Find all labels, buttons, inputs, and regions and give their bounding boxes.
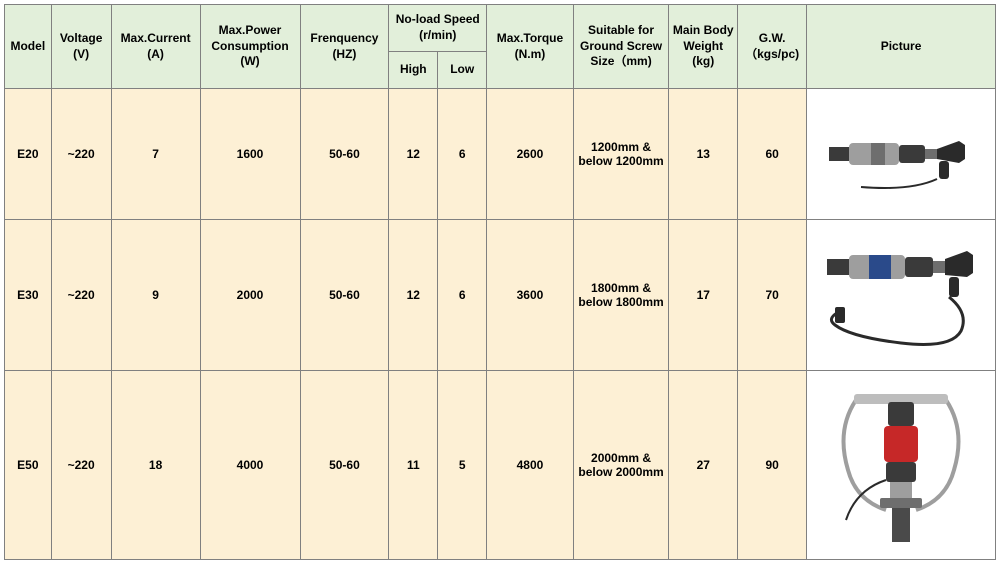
cell-model: E30: [5, 220, 52, 371]
col-maxpower: Max.Power Consumption (W): [200, 5, 300, 89]
tool-e50-icon: [826, 380, 976, 550]
cell-model: E50: [5, 371, 52, 560]
cell-low: 6: [438, 89, 487, 220]
col-suitable: Suitable for Ground Screw Size（mm): [573, 5, 669, 89]
cell-maxcurrent: 7: [111, 89, 200, 220]
table-row: E20 ~220 7 1600 50-60 12 6 2600 1200mm &…: [5, 89, 996, 220]
col-maxcurrent: Max.Current (A): [111, 5, 200, 89]
cell-frequency: 50-60: [300, 220, 389, 371]
spec-table: Model Voltage (V) Max.Current (A) Max.Po…: [4, 4, 996, 560]
cell-high: 11: [389, 371, 438, 560]
cell-low: 5: [438, 371, 487, 560]
cell-mainbody: 13: [669, 89, 738, 220]
cell-voltage: ~220: [51, 89, 111, 220]
table-row: E30 ~220 9 2000 50-60 12 6 3600 1800mm &…: [5, 220, 996, 371]
cell-gw: 60: [738, 89, 807, 220]
cell-maxpower: 4000: [200, 371, 300, 560]
cell-picture: [807, 89, 996, 220]
cell-low: 6: [438, 220, 487, 371]
cell-gw: 70: [738, 220, 807, 371]
table-row: E50 ~220 18 4000 50-60 11 5 4800 2000mm …: [5, 371, 996, 560]
cell-frequency: 50-60: [300, 89, 389, 220]
tool-e30-icon: [821, 235, 981, 355]
cell-frequency: 50-60: [300, 371, 389, 560]
cell-picture: [807, 220, 996, 371]
cell-maxcurrent: 9: [111, 220, 200, 371]
cell-maxcurrent: 18: [111, 371, 200, 560]
cell-maxtorque: 4800: [487, 371, 574, 560]
cell-mainbody: 17: [669, 220, 738, 371]
cell-gw: 90: [738, 371, 807, 560]
cell-suitable: 1200mm & below 1200mm: [573, 89, 669, 220]
cell-model: E20: [5, 89, 52, 220]
col-noload-low: Low: [438, 52, 487, 89]
cell-mainbody: 27: [669, 371, 738, 560]
col-model: Model: [5, 5, 52, 89]
cell-suitable: 1800mm & below 1800mm: [573, 220, 669, 371]
col-voltage: Voltage (V): [51, 5, 111, 89]
col-frequency: Frenquency (HZ): [300, 5, 389, 89]
cell-maxtorque: 2600: [487, 89, 574, 220]
cell-suitable: 2000mm & below 2000mm: [573, 371, 669, 560]
col-maxtorque: Max.Torque (N.m): [487, 5, 574, 89]
col-picture: Picture: [807, 5, 996, 89]
cell-voltage: ~220: [51, 220, 111, 371]
cell-high: 12: [389, 220, 438, 371]
col-mainbody: Main Body Weight (kg): [669, 5, 738, 89]
col-noload: No-load Speed (r/min): [389, 5, 487, 52]
cell-maxpower: 2000: [200, 220, 300, 371]
col-noload-high: High: [389, 52, 438, 89]
cell-maxpower: 1600: [200, 89, 300, 220]
cell-high: 12: [389, 89, 438, 220]
cell-voltage: ~220: [51, 371, 111, 560]
col-gw: G.W.（kgs/pc): [738, 5, 807, 89]
cell-picture: [807, 371, 996, 560]
tool-e20-icon: [821, 109, 981, 199]
cell-maxtorque: 3600: [487, 220, 574, 371]
